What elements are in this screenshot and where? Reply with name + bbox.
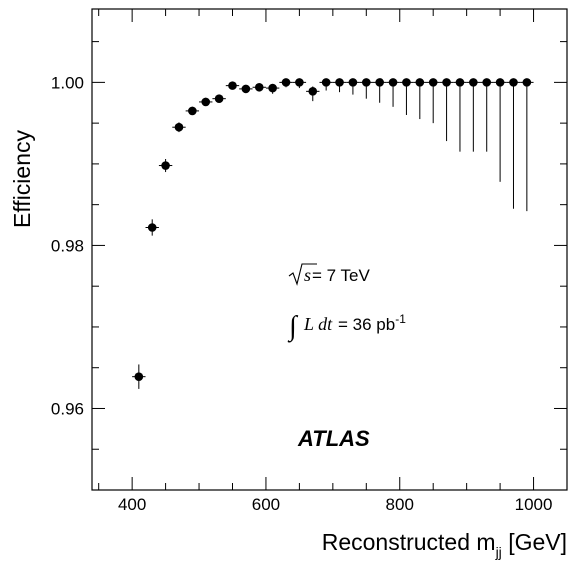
marker: [147, 223, 157, 232]
data-point: [239, 84, 253, 94]
data-point: [279, 78, 293, 88]
data-point: [439, 78, 454, 142]
marker: [522, 78, 532, 87]
marker: [402, 78, 411, 87]
lumi-value-exp: -1: [395, 312, 406, 326]
marker: [455, 78, 465, 87]
y-axis-title: Efficiency: [9, 130, 35, 229]
marker: [335, 78, 344, 87]
data-point: [265, 83, 280, 94]
y-tick-label: 0.98: [51, 236, 84, 255]
data-points: [132, 78, 534, 389]
data-point: [252, 82, 266, 92]
marker: [241, 84, 251, 94]
marker: [254, 82, 264, 92]
axis-tick-labels: 400 600 800 1000 0.96 0.98 1.00: [51, 73, 553, 514]
marker: [134, 372, 144, 381]
marker: [509, 78, 518, 87]
lumi-value: = 36 pb-1: [338, 312, 406, 334]
marker: [495, 78, 505, 87]
plot-frame: [91, 8, 568, 491]
y-tick-label: 0.96: [51, 399, 84, 418]
data-point: [212, 94, 226, 103]
data-point: [172, 122, 186, 133]
lumi-integrand: L dt: [303, 314, 333, 334]
marker: [482, 78, 492, 87]
sqrt-symbol: [288, 263, 317, 286]
data-point: [466, 78, 481, 152]
axis-ticks: [92, 9, 568, 491]
data-point: [426, 78, 440, 124]
data-point: [386, 78, 400, 107]
data-point: [520, 78, 534, 212]
marker: [295, 78, 304, 87]
x-tick-label: 800: [386, 495, 414, 514]
marker: [268, 83, 277, 93]
data-point: [185, 106, 200, 116]
marker: [415, 78, 425, 87]
data-point: [332, 78, 347, 93]
data-point: [346, 78, 360, 95]
marker: [214, 94, 224, 103]
x-axis-title-unit: [GeV]: [508, 529, 567, 555]
energy-annotation: s = 7 TeV: [288, 263, 370, 286]
energy-label: = 7 TeV: [312, 266, 370, 285]
marker: [174, 122, 184, 132]
marker: [308, 87, 318, 96]
x-axis-title-main: Reconstructed m: [322, 529, 496, 555]
integral-symbol: ∫: [287, 311, 299, 343]
marker: [442, 78, 451, 87]
marker: [375, 78, 384, 87]
y-tick-label: 1.00: [51, 73, 84, 92]
data-point: [145, 219, 159, 236]
marker: [428, 78, 438, 87]
data-point: [453, 78, 467, 152]
luminosity-annotation: ∫ L dt = 36 pb-1: [287, 311, 406, 343]
marker: [161, 161, 170, 170]
data-point: [359, 78, 373, 99]
atlas-label: ATLAS: [297, 426, 370, 451]
marker: [469, 78, 478, 87]
data-point: [506, 78, 521, 209]
data-point: [132, 364, 146, 389]
data-point: [493, 78, 507, 182]
x-axis-title-sub: jj: [495, 544, 502, 560]
marker: [388, 78, 398, 87]
data-point: [306, 86, 320, 102]
marker: [188, 106, 197, 116]
data-point: [399, 78, 414, 115]
data-point: [225, 81, 240, 90]
x-tick-label: 1000: [515, 495, 553, 514]
data-point: [413, 78, 427, 120]
data-point: [158, 159, 173, 173]
data-point: [199, 97, 213, 107]
x-axis-title: Reconstructed mjj [GeV]: [322, 529, 567, 560]
sqrt-s-label: s: [304, 265, 311, 285]
data-point: [319, 78, 333, 91]
marker: [281, 78, 291, 87]
x-tick-label: 400: [118, 495, 146, 514]
lumi-value-main: = 36 pb: [338, 315, 395, 334]
marker: [348, 78, 358, 87]
data-point: [292, 78, 307, 89]
marker: [361, 78, 371, 87]
marker: [228, 81, 237, 90]
x-tick-label: 600: [252, 495, 280, 514]
data-point: [480, 78, 494, 152]
data-point: [372, 78, 387, 103]
marker: [201, 97, 211, 107]
marker: [321, 78, 331, 87]
